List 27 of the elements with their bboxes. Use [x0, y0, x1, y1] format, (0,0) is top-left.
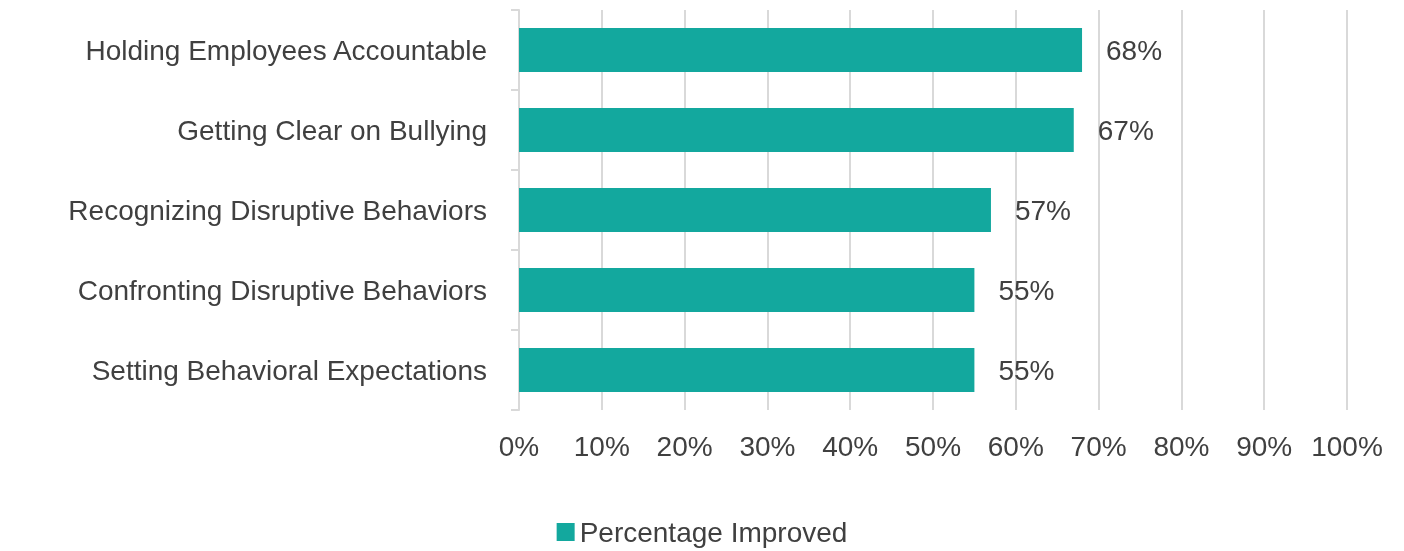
data-label: 55% — [998, 274, 1055, 306]
data-label: 57% — [1014, 194, 1072, 226]
y-tick-label: Confronting Disruptive Behaviors — [77, 274, 487, 306]
bar — [519, 108, 1074, 152]
x-tick-label: 10% — [573, 430, 630, 462]
bar — [519, 348, 975, 392]
bar — [519, 28, 1083, 72]
bar — [519, 188, 991, 232]
x-tick-label: 60% — [987, 430, 1044, 462]
data-label: 67% — [1097, 114, 1154, 146]
y-tick-label: Holding Employees Accountable — [85, 34, 487, 66]
data-label: 68% — [1106, 34, 1163, 66]
legend-label: Percentage Improved — [579, 516, 848, 548]
x-tick-label: 70% — [1070, 430, 1127, 462]
y-tick-label: Setting Behavioral Expectations — [91, 354, 487, 386]
x-tick-label: 50% — [904, 430, 962, 462]
data-label: 55% — [998, 354, 1055, 386]
x-tick-label: 0% — [498, 430, 540, 462]
y-tick-label: Recognizing Disruptive Behaviors — [68, 194, 487, 226]
x-tick-label: 100% — [1311, 430, 1383, 462]
y-tick-label: Getting Clear on Bullying — [177, 114, 487, 146]
bar — [519, 268, 975, 312]
x-tick-label: 90% — [1236, 430, 1293, 462]
x-tick-label: 80% — [1153, 430, 1210, 462]
x-tick-label: 20% — [656, 430, 713, 462]
x-tick-label: 30% — [739, 430, 796, 462]
x-tick-label: 40% — [822, 430, 879, 462]
